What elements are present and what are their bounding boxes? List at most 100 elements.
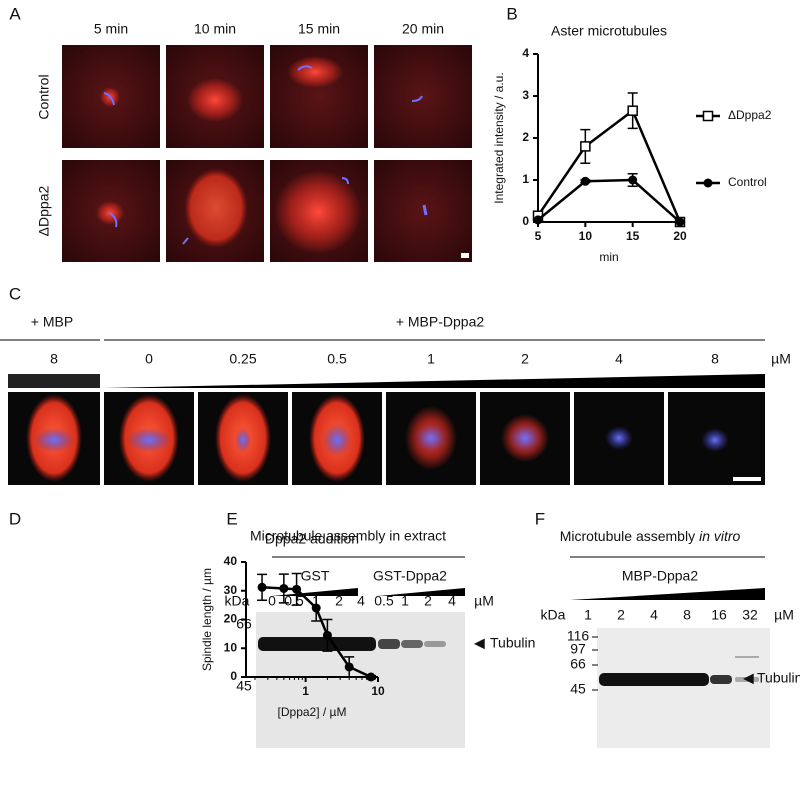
band-arrow: ◀ bbox=[743, 670, 754, 686]
mw-marker: 97 bbox=[570, 641, 586, 657]
concentration-label: 8 bbox=[711, 351, 719, 367]
marker bbox=[322, 630, 332, 640]
band-label: Tubulin bbox=[490, 635, 535, 651]
row-label: Control bbox=[36, 74, 52, 119]
y-tick-label: 20 bbox=[224, 612, 238, 626]
mw-marker: 66 bbox=[570, 656, 586, 672]
panel-title: Microtubule assembly in extract bbox=[250, 528, 446, 544]
marker bbox=[292, 584, 302, 594]
lane-label: 8 bbox=[683, 607, 691, 623]
marker bbox=[627, 105, 638, 116]
y-axis-label: Integrated intensity / a.u. bbox=[492, 72, 506, 203]
lane-label: 0.5 bbox=[374, 593, 394, 609]
lane-label: 2 bbox=[617, 607, 625, 623]
y-tick-label: 4 bbox=[522, 46, 529, 60]
marker bbox=[580, 141, 591, 152]
x-axis-label: min bbox=[599, 250, 618, 264]
x-tick-label: 10 bbox=[371, 684, 385, 698]
concentration-label: 0.25 bbox=[229, 351, 256, 367]
legend-label: ΔDppa2 bbox=[728, 108, 772, 122]
y-tick-label: 10 bbox=[224, 640, 238, 654]
group-label: + MBP bbox=[31, 314, 73, 330]
lane-label: 4 bbox=[357, 593, 365, 609]
micrographs-c bbox=[8, 392, 765, 485]
marker bbox=[628, 175, 638, 185]
group-label: GST bbox=[301, 568, 330, 584]
concentration-label: 4 bbox=[615, 351, 623, 367]
concentration-label: 2 bbox=[521, 351, 529, 367]
panel-letter: D bbox=[9, 509, 21, 528]
panel-letter: A bbox=[9, 4, 21, 23]
lane-label: 16 bbox=[711, 607, 727, 623]
legend-marker bbox=[703, 178, 713, 188]
unit-label: µM bbox=[774, 607, 794, 623]
y-tick-label: 30 bbox=[224, 583, 238, 597]
x-axis-label: [Dppa2] / µM bbox=[278, 705, 347, 719]
unit-label: µM bbox=[474, 593, 494, 609]
panel-letter: C bbox=[9, 284, 21, 303]
group-label: MBP-Dppa2 bbox=[622, 568, 698, 584]
row-label: ΔDppa2 bbox=[36, 185, 52, 236]
lane-label: 1 bbox=[584, 607, 592, 623]
column-label: 20 min bbox=[402, 21, 444, 37]
column-label: 10 min bbox=[194, 21, 236, 37]
lane-label: 0 bbox=[268, 593, 276, 609]
x-tick-label: 10 bbox=[579, 229, 593, 243]
lane-label: 2 bbox=[335, 593, 343, 609]
series-line bbox=[536, 108, 682, 223]
marker bbox=[580, 176, 590, 186]
marker bbox=[279, 583, 289, 593]
panel-title: Microtubule assembly in vitro bbox=[560, 528, 741, 544]
title-part: Microtubule assembly bbox=[560, 528, 695, 544]
panel-letter: B bbox=[506, 4, 517, 23]
marker bbox=[366, 672, 376, 682]
mw-marker: 116 bbox=[567, 628, 590, 644]
y-tick-label: 0 bbox=[522, 214, 529, 228]
chart-title: Dppa2 addition bbox=[265, 531, 359, 547]
band-arrow: ◀ bbox=[474, 635, 485, 651]
chart-title: Aster microtubules bbox=[551, 23, 667, 39]
panel-letter: F bbox=[535, 509, 545, 528]
series-line bbox=[537, 178, 681, 223]
y-tick-label: 3 bbox=[522, 88, 529, 102]
micrographs-a bbox=[62, 45, 472, 262]
y-tick-label: 2 bbox=[522, 130, 529, 144]
mw-marker: 66 bbox=[236, 616, 252, 632]
band-label: Tubulin bbox=[757, 670, 800, 686]
title-italic: in vitro bbox=[699, 528, 740, 544]
y-tick-label: 0 bbox=[230, 669, 237, 683]
lane-label: 4 bbox=[448, 593, 456, 609]
group-label: + MBP-Dppa2 bbox=[396, 314, 485, 330]
mw-marker: 45 bbox=[236, 678, 252, 694]
lane-label: 2 bbox=[424, 593, 432, 609]
legend-label: Control bbox=[728, 175, 767, 189]
concentration-label: 0 bbox=[145, 351, 153, 367]
panel-letter: E bbox=[226, 509, 237, 528]
concentration-label: 0.5 bbox=[327, 351, 347, 367]
kda-label: kDa bbox=[541, 607, 566, 623]
x-tick-label: 5 bbox=[535, 229, 542, 243]
legend-marker bbox=[702, 110, 714, 122]
lane-label: 4 bbox=[650, 607, 658, 623]
mw-marker: 45 bbox=[570, 681, 586, 697]
unit-label: µM bbox=[771, 351, 791, 367]
y-axis-label: Spindle length / µm bbox=[200, 568, 214, 671]
marker bbox=[257, 582, 267, 592]
lane-label: 1 bbox=[401, 593, 409, 609]
marker bbox=[311, 603, 321, 613]
y-tick-label: 1 bbox=[522, 172, 529, 186]
panel-c-decor bbox=[0, 339, 765, 388]
kda-label: kDa bbox=[225, 593, 250, 609]
column-label: 15 min bbox=[298, 21, 340, 37]
column-label: 5 min bbox=[94, 21, 128, 37]
concentration-label: 8 bbox=[50, 351, 58, 367]
marker bbox=[533, 215, 543, 225]
concentration-label: 1 bbox=[427, 351, 435, 367]
marker bbox=[344, 662, 354, 672]
lane-label: 32 bbox=[742, 607, 758, 623]
gels bbox=[256, 556, 770, 748]
x-tick-label: 1 bbox=[302, 684, 309, 698]
group-label: GST-Dppa2 bbox=[373, 568, 447, 584]
